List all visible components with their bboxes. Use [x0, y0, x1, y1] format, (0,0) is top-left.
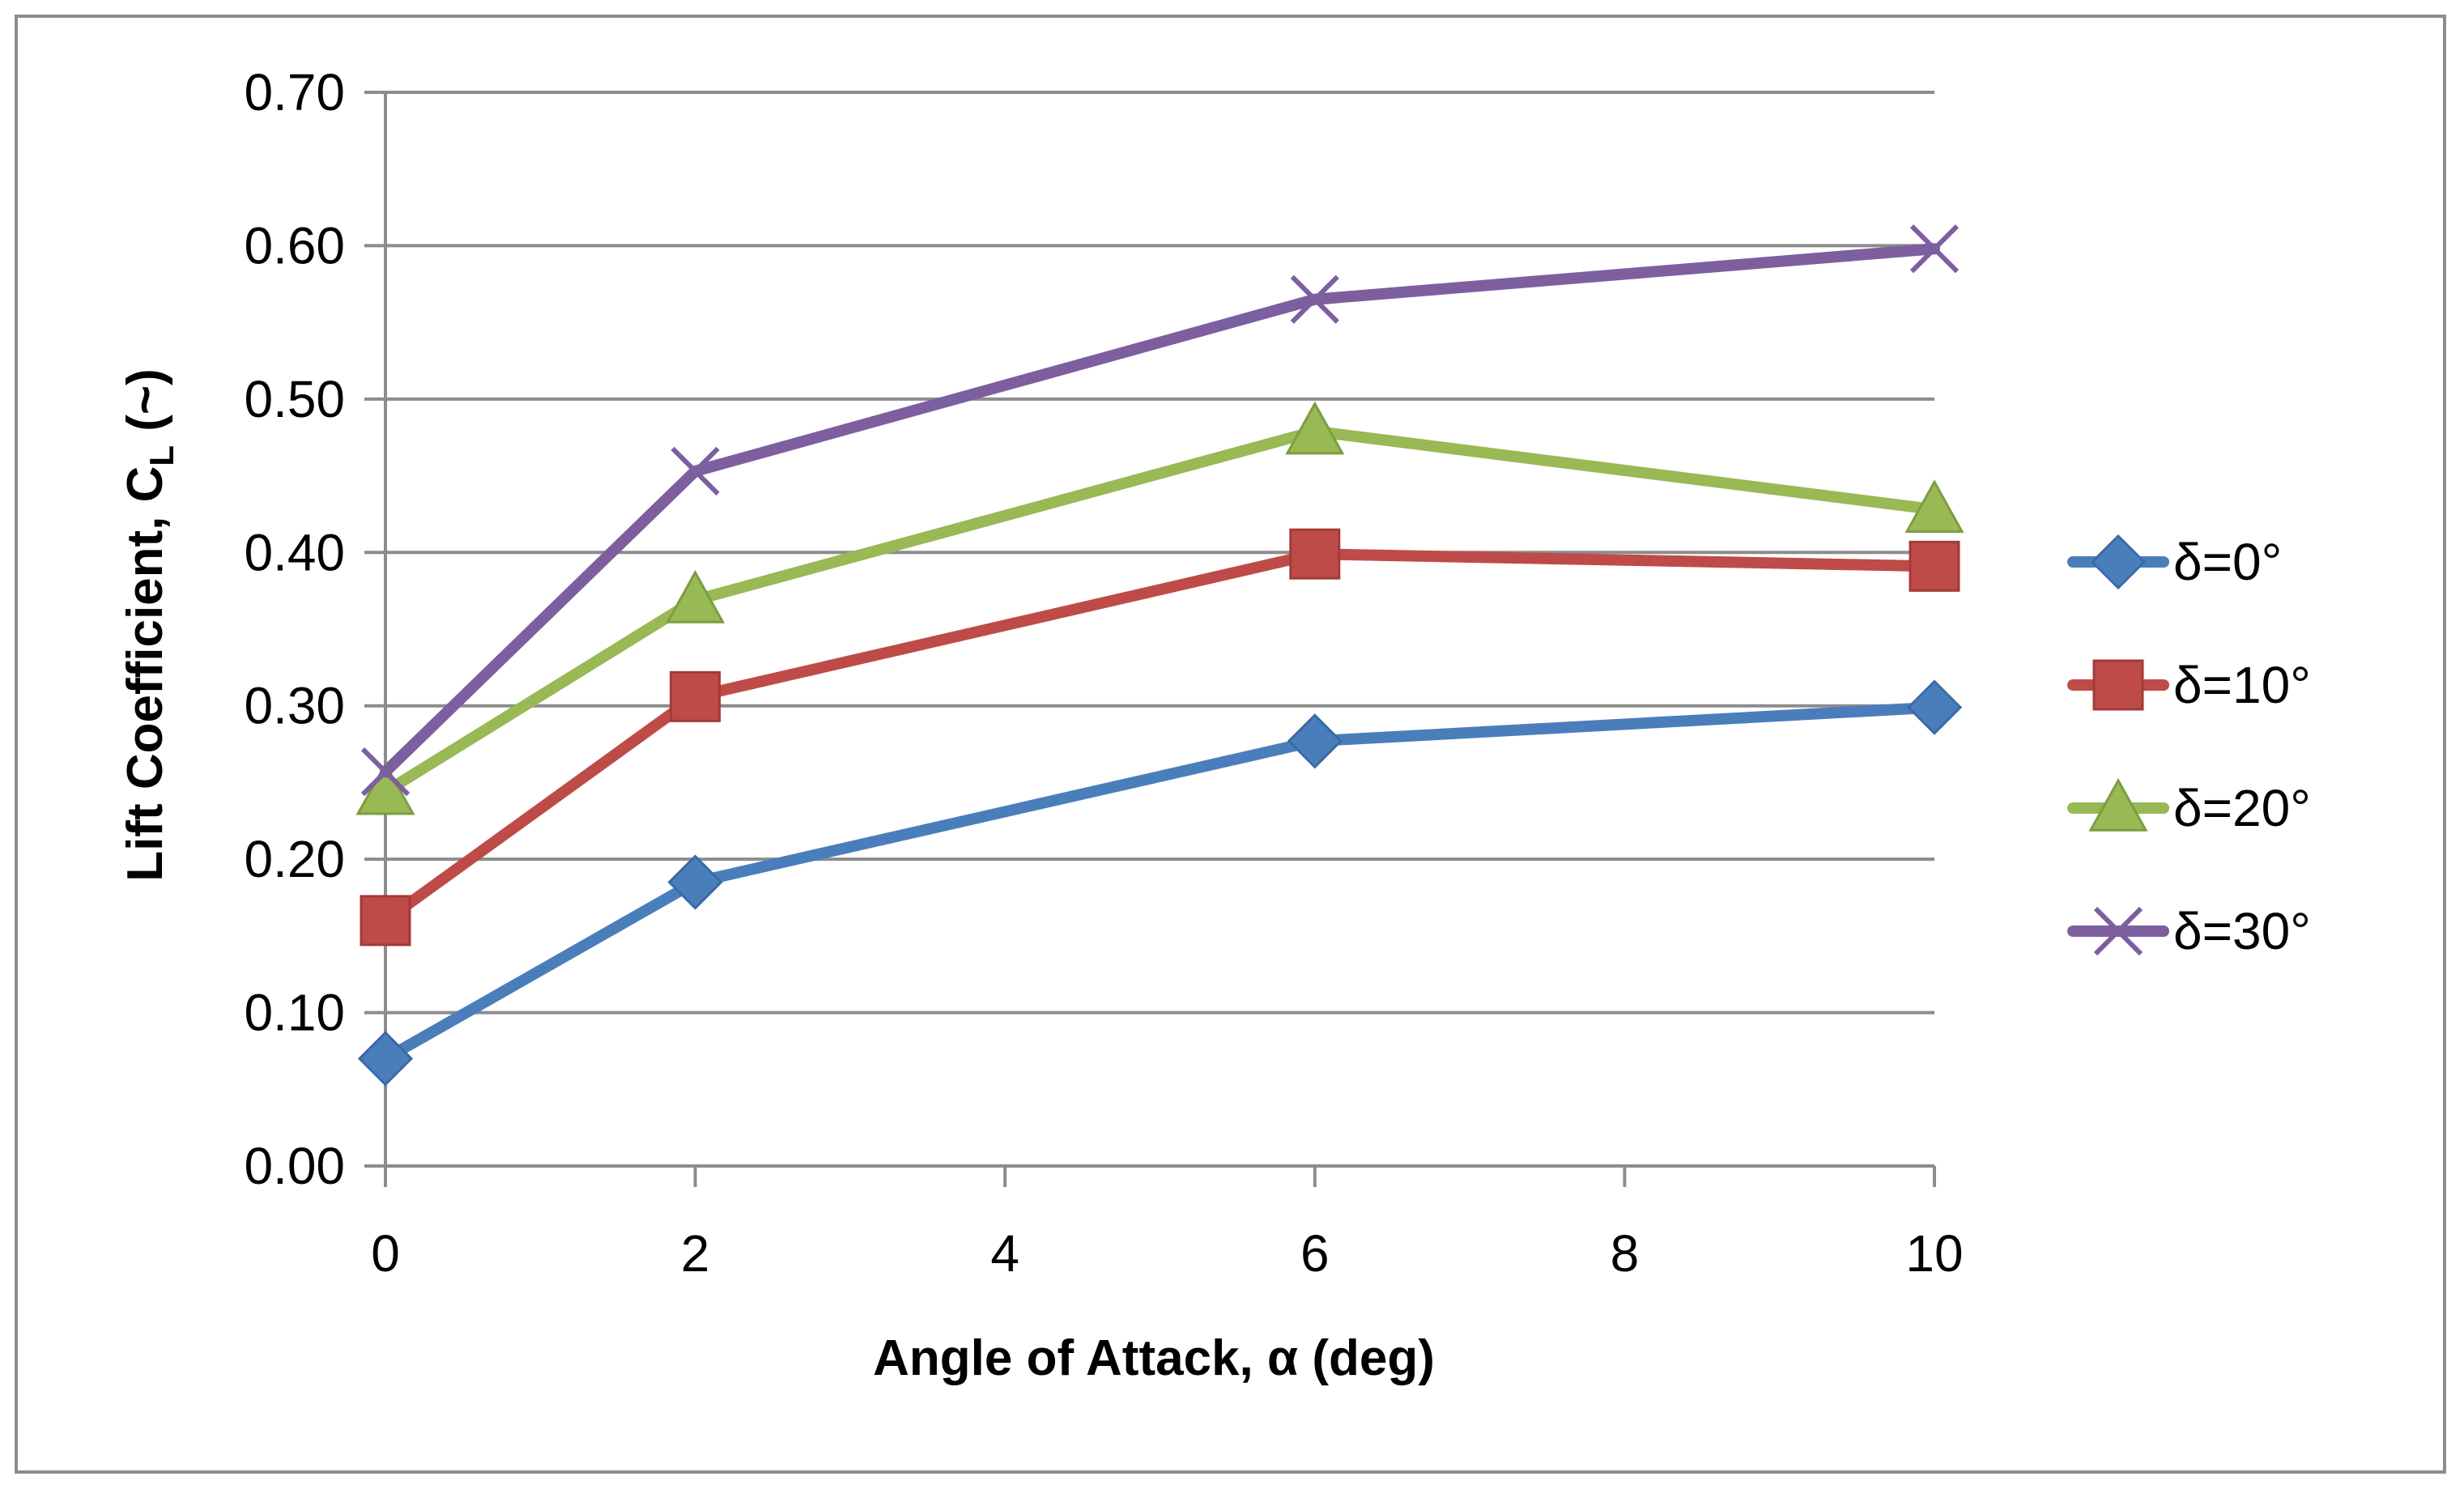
axes: 0.00 0.10 0.20 0.30 0.40 0.50 0.60 0.70 0 2 4 6 8 10	[244, 63, 1963, 1283]
data-point-s2-p3	[1904, 479, 1964, 533]
series-0	[357, 679, 1963, 1087]
data-point-s3-p3	[1909, 224, 1960, 274]
x-tick-label: 10	[1905, 1224, 1963, 1283]
data-point-s0-p2	[1287, 713, 1343, 769]
data-point-s3-p0-stroke-b	[360, 747, 411, 797]
legend-item-0: δ=0°	[2067, 533, 2282, 591]
y-tick-label: 0.40	[244, 523, 345, 581]
x-tick-label: 6	[1300, 1224, 1330, 1283]
legend-label-3: δ=30°	[2173, 902, 2311, 960]
y-axis-title-subscript: L	[143, 445, 181, 466]
y-tick-label: 0.10	[244, 984, 345, 1042]
series-1	[360, 528, 1960, 947]
legend-marker-1	[2092, 659, 2144, 711]
data-point-s0-p1	[667, 854, 723, 910]
data-point-s1-p2	[1289, 528, 1341, 580]
legend-item-2: δ=20°	[2067, 777, 2311, 837]
legend: δ=0° δ=10° δ=20° δ=30°	[2067, 533, 2311, 960]
y-axis-title-suffix: (~)	[117, 368, 173, 445]
x-tick-label: 8	[1611, 1224, 1640, 1283]
data-point-s2-p1	[666, 569, 726, 623]
series-line-2	[380, 425, 1940, 798]
series-line-1	[380, 548, 1940, 926]
x-axis-title: Angle of Attack, α (deg)	[873, 1330, 1435, 1386]
legend-marker-3-stroke-b	[2093, 906, 2143, 956]
y-tick-label: 0.60	[244, 216, 345, 274]
y-tick-label: 0.30	[244, 677, 345, 735]
legend-item-1: δ=10°	[2067, 656, 2311, 714]
y-tick-label: 0.20	[244, 830, 345, 888]
series-line-3	[380, 243, 1940, 778]
legend-marker-3	[2093, 906, 2143, 956]
series-2	[355, 401, 1964, 815]
data-point-s1-p3	[1909, 540, 1960, 592]
y-tick-label: 0.00	[244, 1137, 345, 1195]
x-tick-label: 0	[371, 1224, 400, 1283]
legend-marker-0	[2090, 534, 2147, 590]
data-point-s3-p0	[360, 747, 411, 797]
legend-marker-2	[2088, 777, 2148, 832]
y-tick-label: 0.50	[244, 370, 345, 428]
data-point-s0-p0	[357, 1031, 414, 1087]
data-point-s3-p2-stroke-b	[1290, 274, 1339, 324]
series-line-0	[380, 701, 1940, 1065]
data-point-s3-p1-stroke-b	[670, 446, 720, 496]
legend-label-1: δ=10°	[2173, 656, 2311, 714]
x-tick-label: 4	[990, 1224, 1019, 1283]
y-tick-label: 0.70	[244, 63, 345, 121]
data-point-s0-p3	[1906, 679, 1963, 735]
data-point-s3-p1	[670, 446, 720, 496]
series-lines	[355, 224, 1964, 1087]
y-axis-title: Lift Coefficient, CL (~)	[117, 368, 181, 882]
gridlines	[385, 91, 1934, 1015]
y-axis-title-main: Lift Coefficient, C	[117, 466, 173, 882]
data-point-s2-p2	[1285, 401, 1345, 455]
x-tick-label: 2	[681, 1224, 710, 1283]
data-point-s3-p2	[1290, 274, 1339, 324]
legend-label-0: δ=0°	[2173, 533, 2282, 591]
data-point-s3-p3-stroke-b	[1909, 224, 1960, 274]
legend-label-2: δ=20°	[2173, 779, 2311, 837]
series-3	[360, 224, 1960, 797]
data-point-s1-p1	[670, 670, 721, 722]
data-point-s1-p0	[360, 895, 411, 947]
legend-item-3: δ=30°	[2067, 902, 2311, 960]
